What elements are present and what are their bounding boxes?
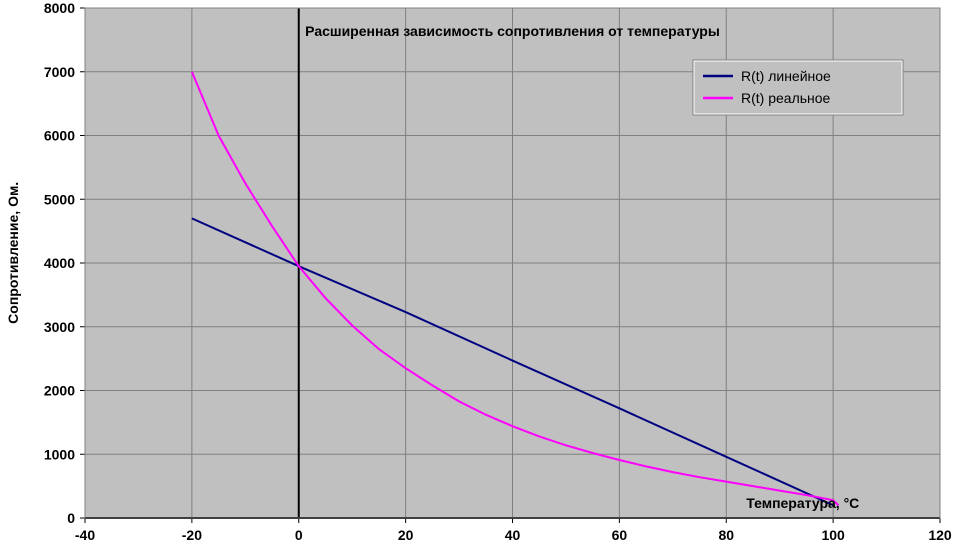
y-tick-label: 8000: [44, 0, 75, 16]
legend-label-0: R(t) линейное: [741, 68, 831, 84]
chart-container: -40 -20 0 20 40 60 80 100 120 0 1000 2000 3000 4000 50…: [0, 0, 955, 557]
x-tick-label: -20: [182, 527, 202, 543]
y-tick-label: 6000: [44, 128, 75, 144]
y-tick-label: 4000: [44, 255, 75, 271]
y-tick-label: 5000: [44, 191, 75, 207]
x-tick-label: 120: [928, 527, 952, 543]
x-tick-label: 40: [505, 527, 521, 543]
y-tick-label: 2000: [44, 383, 75, 399]
y-tick-label: 7000: [44, 64, 75, 80]
y-axis-label: Сопротивление, Ом.: [5, 182, 21, 324]
legend-label-1: R(t) реальное: [741, 90, 831, 106]
y-tick-label: 3000: [44, 319, 75, 335]
y-tick-label: 0: [67, 510, 75, 526]
chart-title: Расширенная зависимость сопротивления от…: [305, 23, 720, 39]
x-tick-label: -40: [75, 527, 95, 543]
x-tick-label: 100: [821, 527, 845, 543]
x-tick-label: 0: [295, 527, 303, 543]
x-axis-label: Температура, °С: [746, 495, 859, 511]
x-tick-label: 20: [398, 527, 414, 543]
x-tick-label: 60: [612, 527, 628, 543]
chart-svg: -40 -20 0 20 40 60 80 100 120 0 1000 2000 3000 4000 50…: [0, 0, 955, 557]
x-tick-label: 80: [718, 527, 734, 543]
y-tick-label: 1000: [44, 446, 75, 462]
